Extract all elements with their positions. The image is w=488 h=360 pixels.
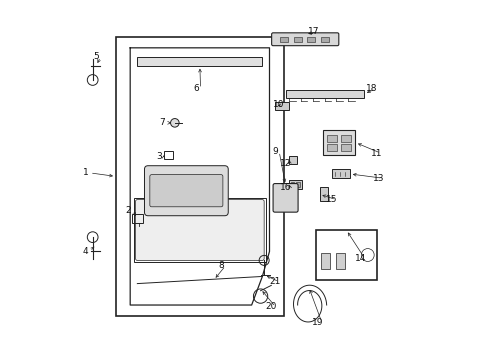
FancyBboxPatch shape: [135, 200, 264, 260]
Bar: [340, 144, 350, 152]
Text: 6: 6: [193, 84, 199, 93]
Bar: [285, 90, 364, 98]
Text: 2: 2: [125, 206, 131, 215]
Bar: [320, 37, 328, 42]
Bar: [315, 230, 376, 280]
Bar: [134, 198, 265, 262]
Text: 3: 3: [156, 152, 162, 161]
Text: 19: 19: [311, 318, 323, 327]
Bar: [288, 156, 296, 164]
Text: 9: 9: [271, 147, 277, 156]
Text: 11: 11: [370, 149, 382, 158]
Bar: [323, 130, 354, 155]
Bar: [319, 187, 328, 202]
Text: 7: 7: [159, 118, 165, 127]
Bar: [326, 135, 336, 143]
Bar: [307, 37, 315, 42]
Bar: [132, 214, 142, 223]
Bar: [290, 182, 294, 187]
FancyBboxPatch shape: [149, 175, 223, 207]
Text: 16: 16: [279, 183, 291, 192]
Text: 18: 18: [365, 84, 376, 93]
Text: 20: 20: [265, 302, 276, 311]
Text: 12: 12: [279, 159, 291, 168]
Bar: [280, 37, 287, 42]
Bar: [137, 57, 262, 66]
Bar: [116, 37, 283, 316]
Text: 14: 14: [354, 254, 366, 263]
Text: 8: 8: [218, 261, 224, 270]
Bar: [293, 37, 301, 42]
Text: 17: 17: [308, 27, 319, 36]
Bar: [335, 253, 344, 269]
FancyBboxPatch shape: [271, 33, 338, 46]
Text: 1: 1: [82, 168, 88, 177]
FancyBboxPatch shape: [144, 166, 228, 216]
Circle shape: [170, 118, 179, 127]
Bar: [331, 169, 349, 178]
Text: 13: 13: [372, 174, 384, 183]
Text: 5: 5: [93, 52, 99, 61]
Bar: [340, 135, 350, 143]
Bar: [296, 182, 299, 187]
Text: 10: 10: [272, 100, 284, 109]
Bar: [274, 103, 288, 111]
Text: 21: 21: [268, 277, 280, 286]
FancyBboxPatch shape: [272, 184, 298, 212]
Text: 15: 15: [325, 195, 337, 204]
Bar: [326, 144, 336, 152]
Bar: [321, 253, 329, 269]
Bar: [164, 152, 173, 158]
Text: 4: 4: [82, 247, 88, 256]
Bar: [288, 180, 301, 189]
